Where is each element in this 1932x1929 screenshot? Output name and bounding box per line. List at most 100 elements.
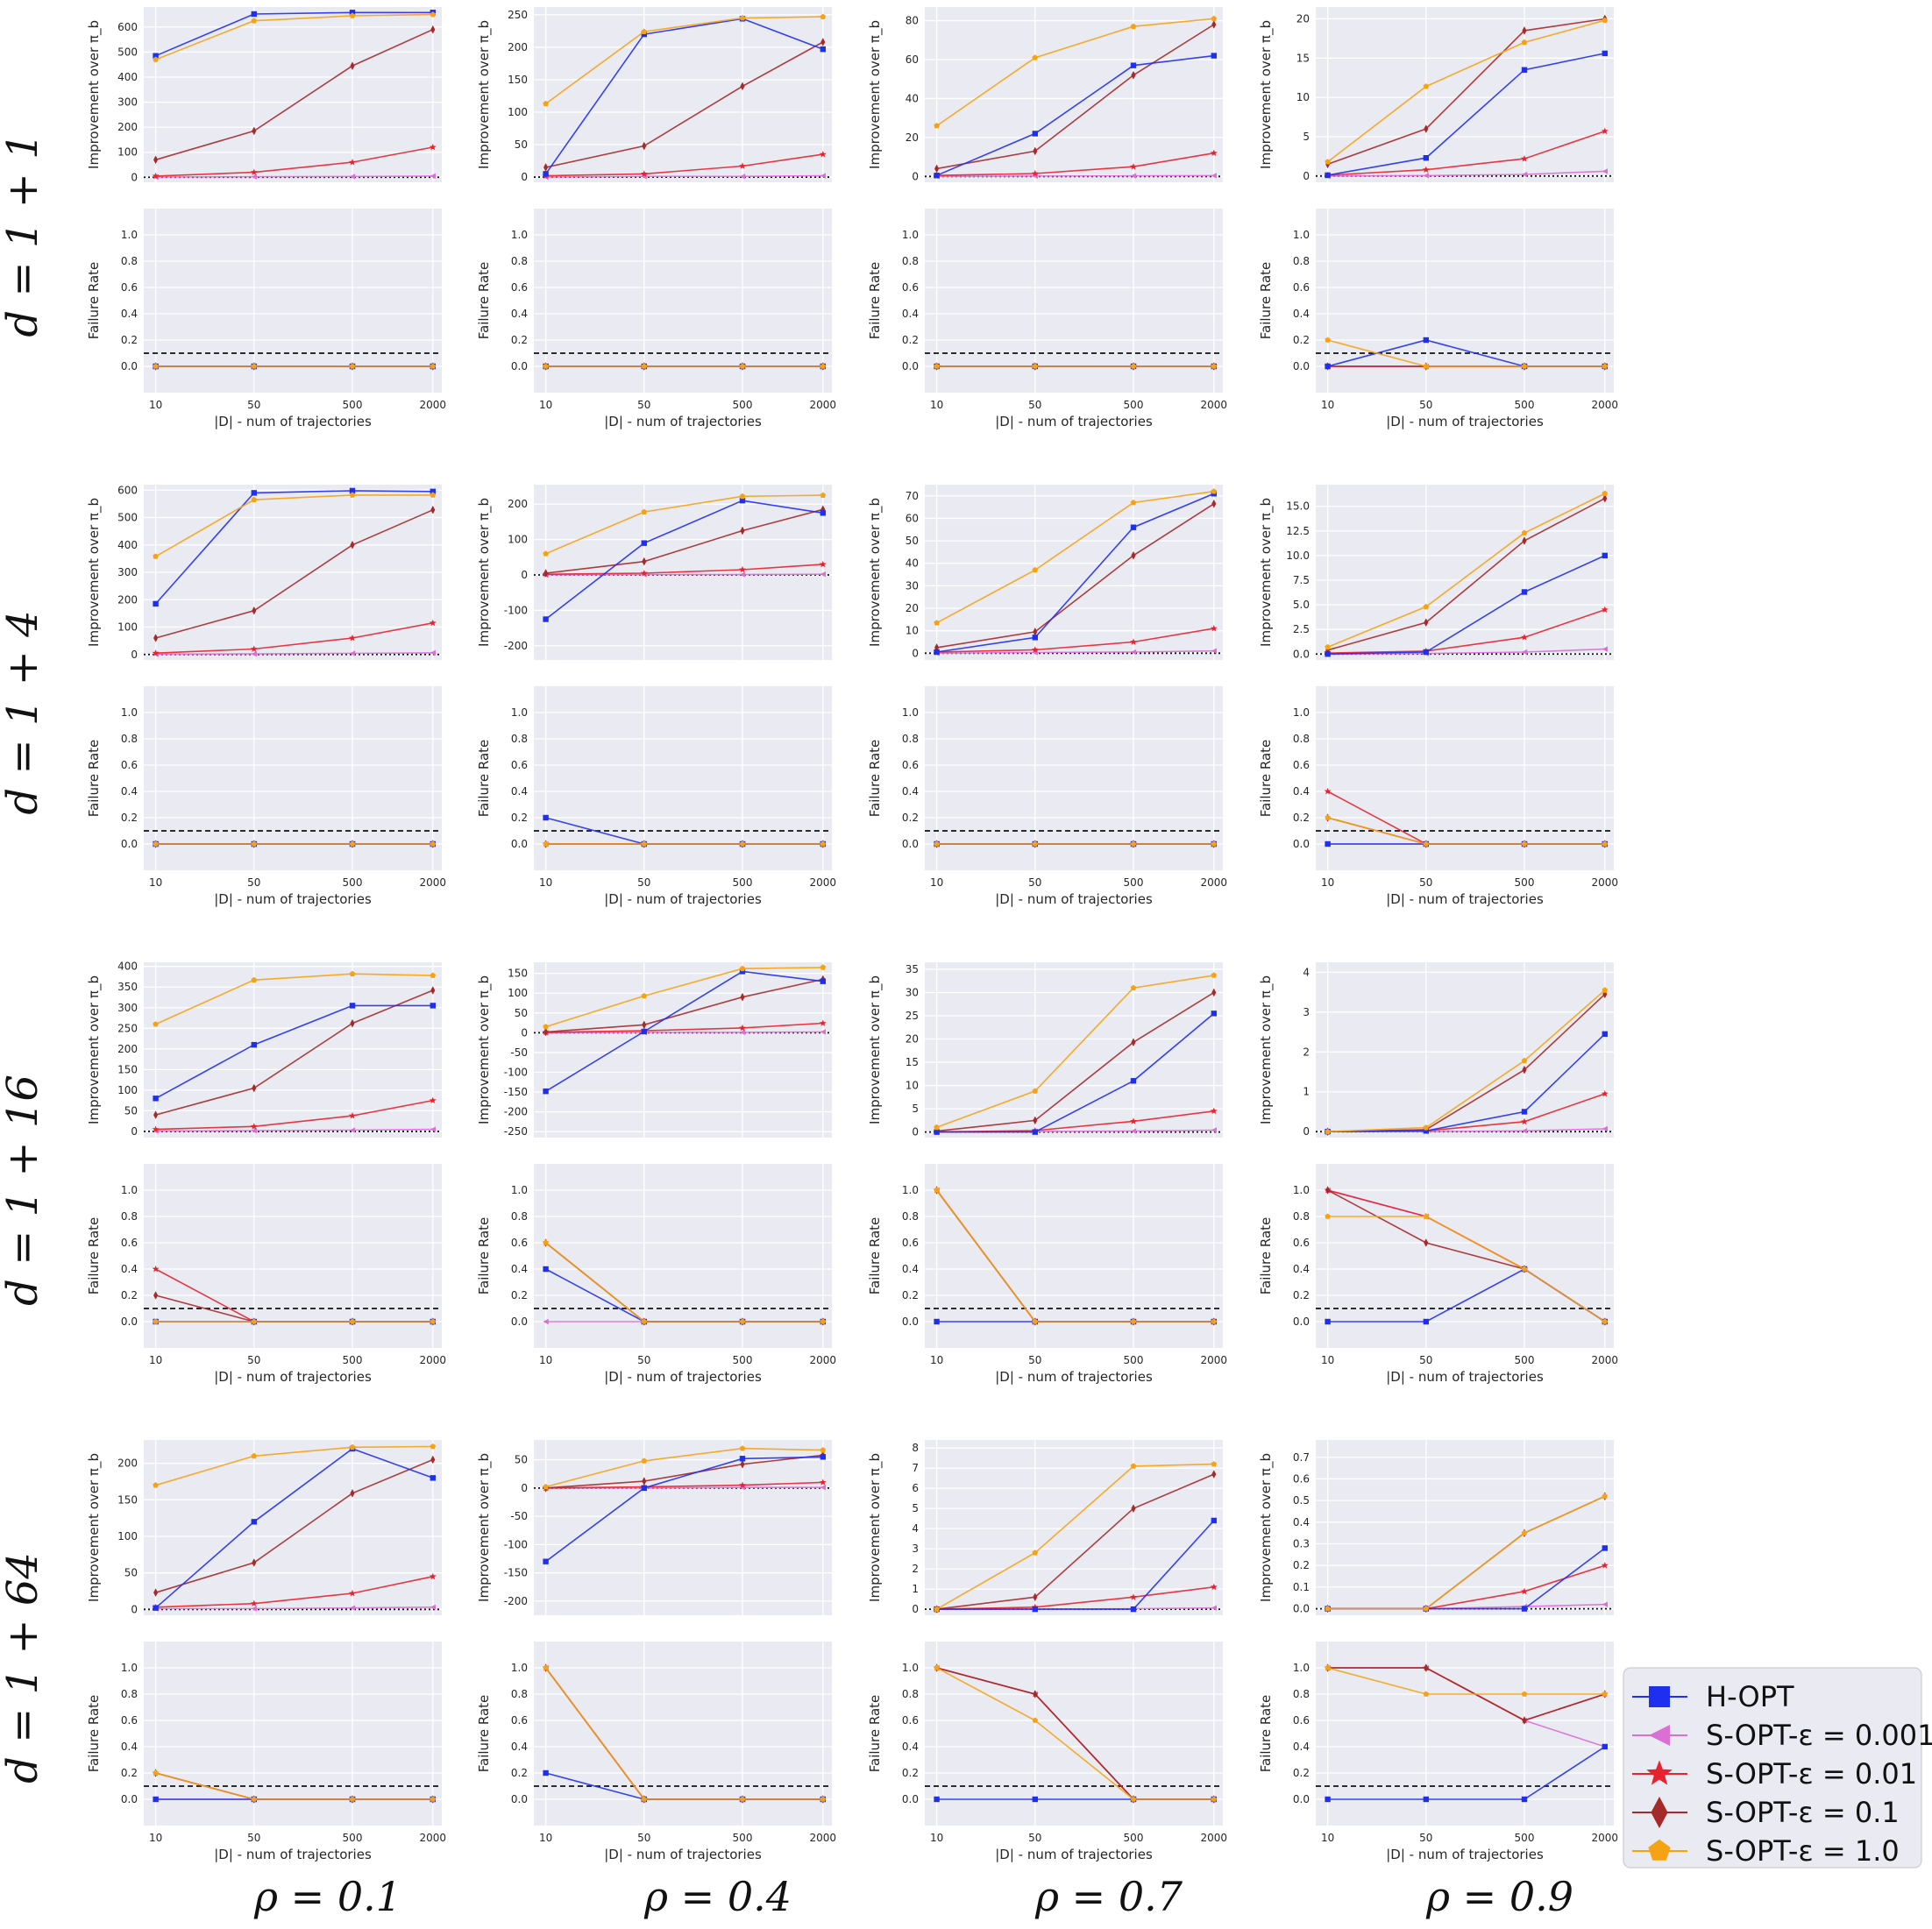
y-tick-label: 0.2	[902, 334, 919, 346]
failure-rate-panel: 0.0 0.2 0.4 0.6 0.8 1.0 Failure Rate 10 50 500 200…	[1258, 209, 1618, 429]
data-point-s-opt-0.1	[1602, 493, 1608, 503]
data-point-s-opt-1.0	[430, 1796, 437, 1802]
y-tick-label: 0.4	[1293, 308, 1310, 320]
series-line-s-opt-1.0	[155, 973, 433, 1025]
data-point-s-opt-0.1	[1522, 26, 1527, 35]
y-tick-label: 0.6	[511, 1714, 528, 1727]
plot-background	[1316, 1440, 1614, 1615]
data-point-s-opt-1.0	[739, 1445, 746, 1451]
data-point-h-opt	[153, 1796, 159, 1803]
y-tick-label: 0	[1303, 170, 1310, 182]
x-tick-label: 10	[149, 1354, 162, 1366]
y-tick-label: 0.2	[1293, 1289, 1310, 1301]
series-line-s-opt-1.0	[545, 494, 823, 555]
legend-box	[1623, 1667, 1922, 1869]
x-tick-label: 10	[149, 1832, 162, 1844]
y-tick-label: 70	[906, 490, 919, 502]
data-point-s-opt-1.0	[1602, 363, 1609, 369]
x-tick-label: 2000	[810, 876, 837, 889]
data-point-s-opt-1.0	[349, 1443, 356, 1450]
y-axis-label: Failure Rate	[476, 1695, 492, 1773]
y-tick-label: 1.0	[1293, 1184, 1310, 1196]
data-point-s-opt-0.001	[1602, 1125, 1608, 1132]
y-tick-label: 100	[117, 621, 138, 634]
x-axis-label: |D| - num of trajectories	[995, 414, 1153, 429]
y-tick-label: 0.0	[1293, 1316, 1310, 1328]
data-point-s-opt-0.01	[1130, 1117, 1137, 1124]
legend-label: S-OPT-ε = 1.0	[1706, 1834, 1900, 1868]
x-tick-label: 10	[1321, 1354, 1334, 1366]
data-point-s-opt-1.0	[1325, 1213, 1331, 1219]
y-axis-label: Failure Rate	[476, 1217, 492, 1295]
y-tick-label: 0	[912, 170, 919, 182]
data-point-s-opt-1.0	[1602, 1691, 1609, 1697]
series-line-h-opt	[936, 54, 1214, 176]
y-tick-label: 8	[912, 1442, 919, 1454]
data-point-s-opt-0.01	[739, 1024, 746, 1032]
data-point-s-opt-0.01	[429, 1096, 437, 1103]
data-point-h-opt	[1423, 154, 1429, 161]
legend-label: S-OPT-ε = 0.01	[1706, 1757, 1917, 1791]
y-tick-label: 7.5	[1293, 574, 1310, 586]
y-tick-label: 0	[521, 569, 528, 581]
data-point-s-opt-0.1	[430, 25, 436, 34]
x-tick-label: 50	[1419, 1832, 1432, 1844]
data-point-h-opt	[251, 11, 257, 18]
data-point-s-opt-0.1	[430, 986, 436, 995]
y-tick-label: 150	[117, 1493, 138, 1506]
y-axis-label: Improvement over π_b	[476, 498, 493, 647]
data-point-s-opt-0.001	[1130, 1128, 1137, 1134]
y-axis-label: Failure Rate	[867, 740, 883, 818]
data-point-s-opt-0.01	[739, 565, 746, 573]
x-axis-label: |D| - num of trajectories	[604, 1369, 762, 1385]
series-line-s-opt-0.001	[545, 1031, 823, 1034]
y-tick-label: 400	[117, 71, 138, 83]
y-tick-label: -50	[510, 1510, 528, 1522]
data-point-h-opt	[1602, 1545, 1608, 1551]
series-line-h-opt	[545, 500, 823, 621]
row-label: d = 1 + 64	[0, 1552, 47, 1784]
x-tick-label: 50	[247, 876, 260, 889]
data-point-s-opt-0.001	[430, 173, 436, 180]
plot-background	[534, 1440, 832, 1615]
data-point-s-opt-0.001	[739, 174, 746, 180]
y-axis-label: Failure Rate	[1258, 740, 1274, 818]
data-point-s-opt-1.0	[641, 1796, 648, 1802]
series-line-s-opt-1.0	[544, 1667, 823, 1800]
improvement-panel: 0 20 40 60 80 Improvement over π_b	[867, 7, 1223, 182]
y-tick-label: 600	[117, 484, 138, 496]
series-line-s-opt-1.0	[545, 967, 823, 1028]
legend-marker	[1646, 1760, 1673, 1785]
data-point-h-opt	[1423, 649, 1429, 656]
y-tick-label: 20	[906, 1033, 919, 1046]
x-tick-label: 500	[1515, 399, 1535, 411]
series-line-s-opt-0.1	[545, 978, 823, 1033]
data-point-s-opt-0.1	[820, 38, 826, 46]
y-axis-label: Improvement over π_b	[867, 975, 884, 1124]
series-line-s-opt-0.001	[155, 1128, 433, 1132]
x-tick-label: 500	[1124, 1832, 1144, 1844]
y-tick-label: 0.8	[1293, 733, 1310, 745]
x-tick-label: 500	[343, 1832, 363, 1844]
y-tick-label: 0.6	[121, 281, 138, 294]
data-point-s-opt-1.0	[1130, 840, 1137, 847]
series-line-s-opt-1.0	[936, 1667, 1214, 1800]
data-point-s-opt-1.0	[1521, 1266, 1528, 1272]
y-tick-label: 5.0	[1293, 599, 1310, 611]
data-point-s-opt-1.0	[153, 1318, 159, 1324]
failure-rate-panel: 0.0 0.2 0.4 0.6 0.8 1.0 Failure Rate 10 50 500 200…	[86, 1642, 446, 1862]
improvement-panel: 0 5 10 15 20 Improvement over π_b	[1258, 7, 1614, 182]
data-point-s-opt-0.01	[250, 1599, 258, 1606]
failure-rate-panel: 0.0 0.2 0.4 0.6 0.8 1.0 Failure Rate 10 50 500 200…	[867, 686, 1227, 907]
series-line-h-opt	[544, 18, 824, 174]
data-point-s-opt-1.0	[934, 1187, 940, 1193]
data-point-s-opt-0.1	[430, 1455, 436, 1464]
series-line-h-opt	[1327, 1033, 1606, 1132]
data-point-s-opt-0.001	[349, 1605, 356, 1611]
data-point-s-opt-0.001	[251, 650, 257, 657]
y-tick-label: 0.8	[511, 1688, 528, 1700]
y-tick-label: 20	[1296, 12, 1310, 25]
y-tick-label: 50	[124, 1567, 138, 1579]
y-tick-label: 0.8	[511, 255, 528, 267]
y-tick-label: 0.2	[511, 334, 528, 346]
